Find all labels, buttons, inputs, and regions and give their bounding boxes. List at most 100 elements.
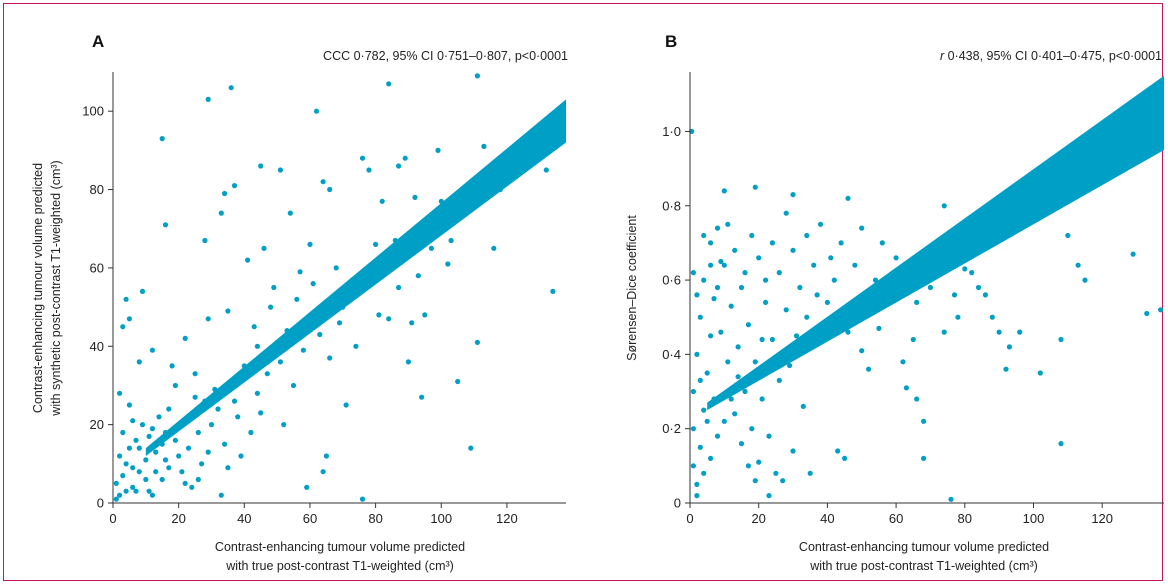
- data-point: [448, 237, 454, 244]
- data-point: [790, 247, 796, 253]
- x-axis-title-b-line1: Contrast-enhancing tumour volume predict…: [799, 540, 1049, 554]
- data-point: [268, 304, 274, 310]
- data-point: [189, 484, 195, 490]
- data-point: [756, 255, 762, 261]
- data-point: [725, 221, 731, 227]
- data-point: [996, 329, 1002, 335]
- data-point: [159, 441, 165, 447]
- y-tick-label: 0·2: [662, 421, 681, 436]
- data-point: [195, 429, 201, 436]
- stat-annotation-b: r 0·438, 95% CI 0·401–0·475, p<0·0001: [940, 49, 1162, 63]
- data-point: [438, 198, 444, 204]
- data-point: [126, 445, 132, 451]
- data-point: [1130, 251, 1136, 257]
- data-point: [166, 406, 172, 412]
- data-point: [714, 225, 721, 231]
- data-point: [766, 433, 772, 439]
- data-point: [1017, 329, 1023, 335]
- data-point: [921, 418, 927, 424]
- data-point: [192, 371, 198, 377]
- data-point: [366, 265, 372, 271]
- data-point: [159, 136, 165, 142]
- data-point: [139, 422, 146, 428]
- data-point: [133, 437, 139, 443]
- chart-panel-a: A CCC 0·782, 95% CI 0·751–0·807, p<0·000…: [31, 32, 568, 573]
- data-point: [852, 262, 858, 268]
- data-point: [327, 355, 333, 361]
- x-tick-label: 40: [820, 511, 834, 526]
- data-point: [202, 398, 208, 404]
- y-tick-label: 0·6: [662, 273, 681, 288]
- data-point: [228, 378, 234, 385]
- data-point: [735, 374, 741, 380]
- data-point: [317, 331, 323, 338]
- data-point: [235, 414, 241, 420]
- data-point: [392, 237, 398, 244]
- data-point: [248, 429, 254, 436]
- x-tick-label: 0: [686, 511, 693, 526]
- data-point: [934, 255, 940, 261]
- data-point: [222, 190, 228, 197]
- data-point: [497, 186, 503, 193]
- data-point: [759, 396, 765, 402]
- data-point: [941, 329, 947, 335]
- data-point: [287, 210, 293, 216]
- data-point: [120, 473, 126, 479]
- data-point: [732, 411, 738, 417]
- data-point: [123, 296, 129, 302]
- data-point: [694, 481, 700, 487]
- data-point: [763, 277, 769, 283]
- data-point: [1058, 441, 1064, 447]
- y-tick-label: 0: [97, 496, 104, 511]
- fit-band-b: [707, 75, 1164, 411]
- data-point: [218, 492, 224, 498]
- data-point: [156, 414, 162, 420]
- data-point: [310, 281, 316, 287]
- x-tick-label: 120: [1091, 511, 1113, 526]
- data-point: [149, 426, 155, 432]
- x-tick-label: 120: [496, 511, 518, 526]
- data-point: [474, 339, 480, 345]
- data-point: [769, 240, 775, 246]
- data-point: [241, 363, 247, 369]
- data-point: [907, 270, 913, 276]
- data-point: [162, 429, 169, 436]
- data-point: [721, 418, 727, 424]
- data-point: [752, 359, 758, 365]
- data-point: [419, 394, 425, 400]
- data-point: [133, 488, 139, 494]
- data-point: [718, 329, 724, 335]
- y-axis-title-b: Sørensen–Dice coefficient: [625, 215, 639, 361]
- data-point: [136, 445, 142, 451]
- data-point: [1006, 344, 1012, 350]
- data-point: [376, 312, 382, 318]
- data-point: [379, 198, 385, 204]
- data-point: [130, 465, 136, 471]
- x-tick-label: 0: [109, 511, 116, 526]
- data-point: [231, 183, 238, 189]
- data-point: [120, 429, 126, 436]
- data-point: [752, 478, 758, 484]
- data-point: [728, 396, 734, 402]
- data-point: [800, 403, 806, 409]
- data-point: [215, 406, 221, 412]
- data-point: [876, 325, 882, 331]
- data-point: [790, 448, 796, 454]
- y-tick-label: 40: [90, 339, 104, 354]
- data-point: [199, 461, 205, 467]
- x-tick-label: 100: [430, 511, 452, 526]
- data-point: [153, 469, 159, 475]
- data-point: [307, 241, 313, 247]
- data-point: [366, 167, 372, 173]
- data-point: [294, 296, 300, 302]
- data-point: [474, 73, 480, 79]
- y-axis-title-a-line2: with synthetic post-contrast T1-weighted…: [49, 160, 63, 416]
- data-point: [136, 469, 142, 475]
- data-point: [146, 488, 152, 494]
- data-point: [690, 270, 696, 276]
- data-point: [708, 240, 714, 246]
- data-point: [192, 394, 198, 400]
- data-point: [182, 335, 188, 341]
- data-point: [153, 449, 159, 455]
- stat-annotation-b-r: r: [940, 49, 945, 63]
